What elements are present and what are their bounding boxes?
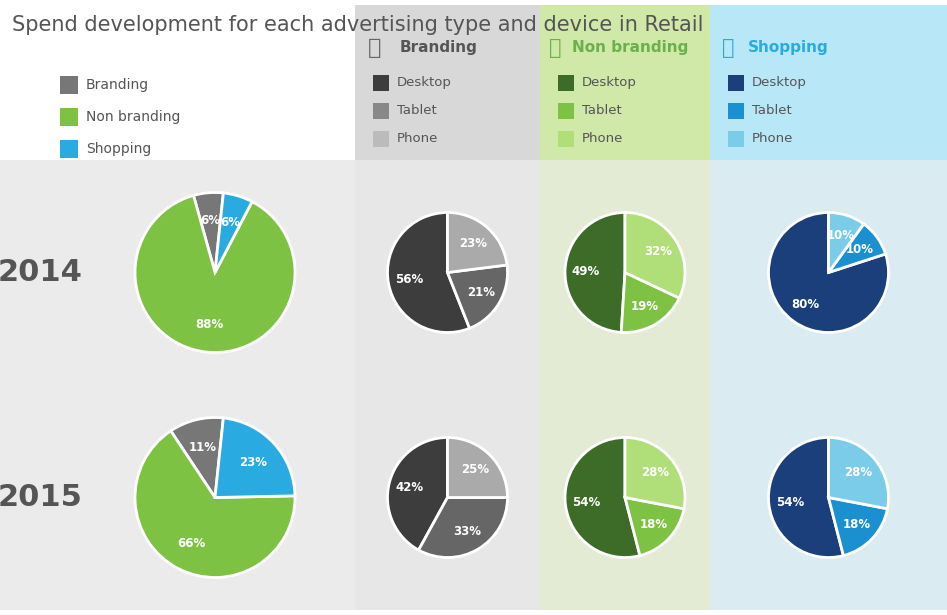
Text: Desktop: Desktop <box>397 76 452 89</box>
Text: 25%: 25% <box>461 464 490 477</box>
Text: Non branding: Non branding <box>86 110 180 124</box>
Text: Phone: Phone <box>752 132 794 145</box>
Wedge shape <box>448 437 508 498</box>
Bar <box>373 74 389 90</box>
Text: 🎁: 🎁 <box>548 38 562 57</box>
Bar <box>355 160 540 610</box>
Text: Shopping: Shopping <box>748 40 829 55</box>
Text: Non branding: Non branding <box>572 40 688 55</box>
Bar <box>710 160 947 610</box>
Wedge shape <box>829 213 864 272</box>
Text: 18%: 18% <box>639 518 668 531</box>
Text: 88%: 88% <box>195 318 223 331</box>
Bar <box>558 103 574 119</box>
Wedge shape <box>565 437 640 558</box>
Wedge shape <box>448 213 507 272</box>
Text: 28%: 28% <box>641 466 670 479</box>
Text: Branding: Branding <box>400 40 478 55</box>
Wedge shape <box>621 272 679 333</box>
Text: 🛒: 🛒 <box>722 38 734 57</box>
Text: 2014: 2014 <box>0 258 82 287</box>
Bar <box>373 103 389 119</box>
Wedge shape <box>215 418 295 498</box>
Wedge shape <box>193 192 223 272</box>
Wedge shape <box>625 498 684 555</box>
Text: Phone: Phone <box>397 132 438 145</box>
Wedge shape <box>448 265 508 328</box>
Text: 10%: 10% <box>827 229 854 242</box>
Bar <box>728 103 744 119</box>
Text: 23%: 23% <box>459 237 488 250</box>
Text: 23%: 23% <box>240 456 267 469</box>
Text: Desktop: Desktop <box>582 76 637 89</box>
Wedge shape <box>215 193 252 272</box>
Text: 6%: 6% <box>201 214 221 227</box>
Wedge shape <box>419 498 508 558</box>
Bar <box>60 76 78 94</box>
Wedge shape <box>565 213 625 332</box>
Text: Tablet: Tablet <box>582 104 622 117</box>
Text: 19%: 19% <box>631 300 659 312</box>
Bar <box>728 130 744 146</box>
Bar <box>728 74 744 90</box>
Bar <box>0 160 947 385</box>
Text: 80%: 80% <box>792 298 820 311</box>
Text: Phone: Phone <box>582 132 623 145</box>
Text: Tablet: Tablet <box>752 104 792 117</box>
Wedge shape <box>625 437 685 509</box>
Bar <box>60 140 78 158</box>
Text: 2015: 2015 <box>0 483 82 512</box>
Wedge shape <box>829 224 885 272</box>
Wedge shape <box>170 418 223 498</box>
Text: 66%: 66% <box>177 537 205 550</box>
Bar <box>558 74 574 90</box>
Text: 33%: 33% <box>454 525 481 538</box>
Text: 18%: 18% <box>843 518 871 531</box>
Wedge shape <box>829 498 887 555</box>
Text: Desktop: Desktop <box>752 76 807 89</box>
Wedge shape <box>625 213 685 298</box>
Text: 11%: 11% <box>188 440 217 453</box>
Text: Branding: Branding <box>86 78 149 92</box>
Text: 10%: 10% <box>846 243 874 256</box>
Text: 54%: 54% <box>776 496 804 509</box>
Wedge shape <box>829 437 888 509</box>
Text: 32%: 32% <box>644 245 672 258</box>
Wedge shape <box>387 437 448 550</box>
Text: 56%: 56% <box>395 273 423 287</box>
Text: Shopping: Shopping <box>86 142 152 156</box>
Text: 28%: 28% <box>845 466 872 479</box>
Bar <box>60 108 78 126</box>
Text: 🏷: 🏷 <box>368 38 382 57</box>
Text: 54%: 54% <box>572 496 600 509</box>
Text: Tablet: Tablet <box>397 104 437 117</box>
Text: 49%: 49% <box>572 265 600 278</box>
Bar <box>540 5 710 160</box>
Bar <box>355 5 540 160</box>
Bar <box>540 160 710 610</box>
Bar <box>0 385 947 610</box>
Wedge shape <box>387 213 470 333</box>
Text: 21%: 21% <box>467 286 495 299</box>
Wedge shape <box>135 196 295 352</box>
Bar <box>558 130 574 146</box>
Wedge shape <box>135 431 295 577</box>
Bar <box>710 5 947 160</box>
Wedge shape <box>769 437 844 558</box>
Bar <box>373 130 389 146</box>
Text: 42%: 42% <box>396 482 424 494</box>
Text: 6%: 6% <box>220 216 240 229</box>
Text: Spend development for each advertising type and device in Retail: Spend development for each advertising t… <box>12 15 704 35</box>
Wedge shape <box>769 213 888 333</box>
